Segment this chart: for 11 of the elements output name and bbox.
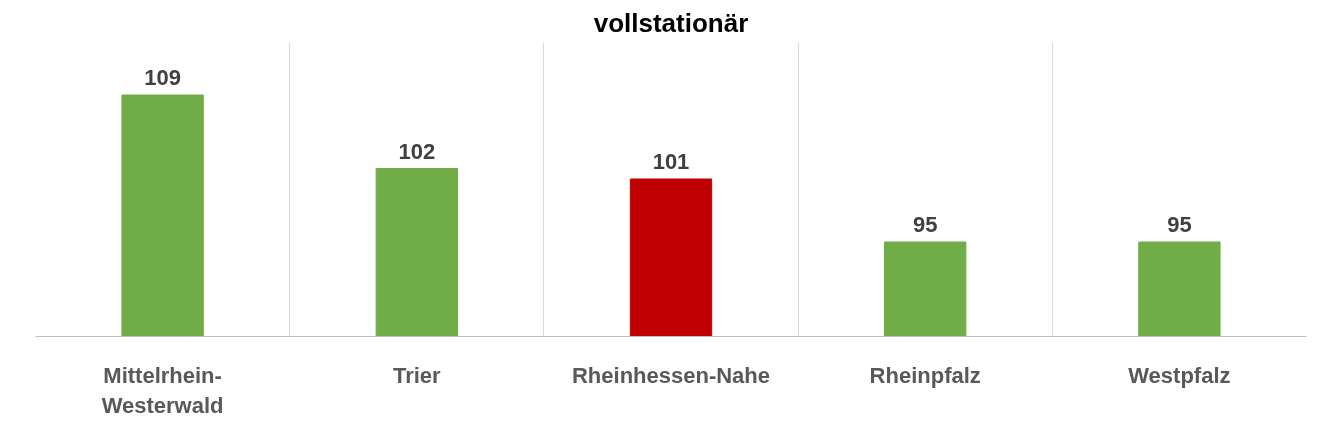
data-label: 102	[398, 138, 436, 164]
x-tick-label: Westpfalz	[1128, 362, 1231, 388]
data-label: 95	[912, 212, 938, 237]
x-tick-label: Trier	[392, 362, 442, 388]
data-label: 95	[1167, 212, 1192, 237]
chart-title: vollstationär	[593, 7, 749, 38]
data-label: 101	[652, 149, 690, 174]
data-label: 109	[144, 65, 181, 90]
x-tick-label: Rheinhessen-Nahe	[571, 362, 771, 388]
x-tick-label: Rheinpfalz	[869, 362, 981, 388]
x-tick-label: Mittelrhein-Westerwald	[101, 362, 224, 418]
